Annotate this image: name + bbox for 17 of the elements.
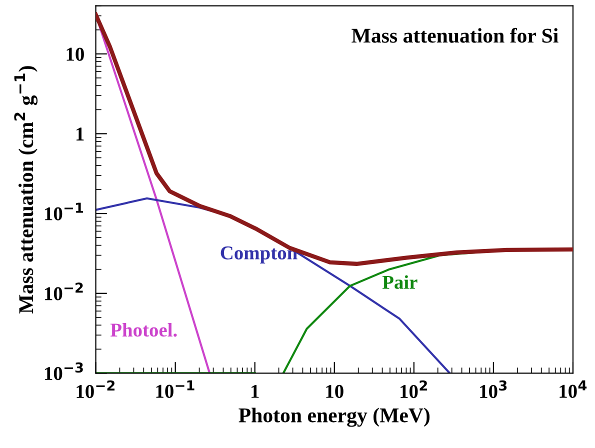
series-label: Photoel. (110, 322, 177, 337)
x-tick-label: 1 (252, 384, 259, 398)
x-tick-label: 10$^{3}$ (480, 380, 507, 398)
y-tick-label: 10$^{−3}$ (45, 362, 83, 380)
x-tick-label: 10 (326, 384, 344, 398)
x-tick-label: 10$^{4}$ (560, 380, 587, 398)
y-tick-label: 10$^{−1}$ (45, 202, 84, 220)
x-tick-label: 10$^{2}$ (400, 380, 427, 398)
x-tick-label: 10$^{−1}$ (156, 380, 194, 398)
y-tick-label: 10$^{−2}$ (45, 282, 83, 300)
series-label: Pair (382, 275, 418, 289)
series-label: Compton (220, 246, 298, 264)
x-axis-title: Photon energy (MeV) (238, 408, 430, 427)
y-tick-label: 10 (66, 48, 84, 61)
y-tick-label: 1 (76, 128, 84, 140)
y-axis-title: Mass attenuation (cm$^{2}$ g$^{−1}$) (14, 66, 38, 314)
text: Mass attenuation for Si (352, 28, 558, 43)
